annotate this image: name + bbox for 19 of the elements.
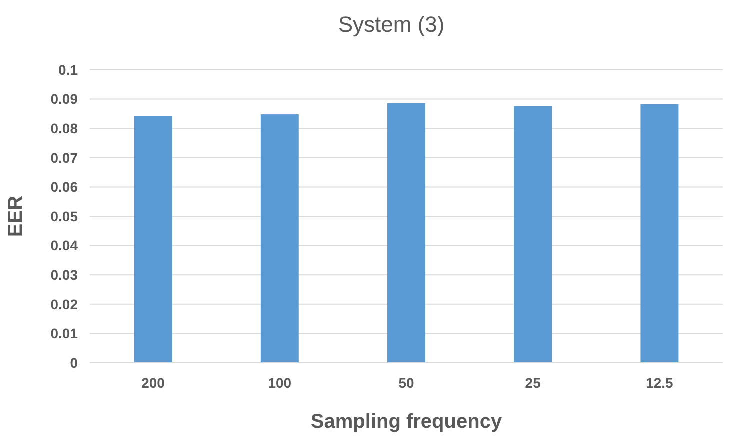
x-tick-label: 200 [142,375,166,391]
x-tick-label: 12.5 [646,375,674,391]
x-axis-title: Sampling frequency [310,411,503,433]
y-tick-label: 0.09 [50,91,78,108]
y-tick-label: 0.04 [50,238,78,254]
y-tick-label: 0.1 [58,62,78,78]
y-axis-title: EER [5,195,27,238]
y-tick-label: 0.03 [50,267,78,283]
y-tick-label: 0.05 [50,208,78,224]
x-tick-label: 50 [398,375,414,391]
y-tick-label: 0.06 [50,179,78,196]
y-tick-label: 0.07 [50,150,78,166]
x-tick-label: 100 [268,375,292,391]
y-tick-label: 0.08 [50,120,78,136]
y-tick-label: 0.01 [50,326,78,342]
y-tick-label: 0 [70,354,78,371]
x-tick-label: 25 [525,375,542,391]
chart-title: System (3) [338,12,445,37]
y-tick-label: 0.02 [50,296,78,312]
